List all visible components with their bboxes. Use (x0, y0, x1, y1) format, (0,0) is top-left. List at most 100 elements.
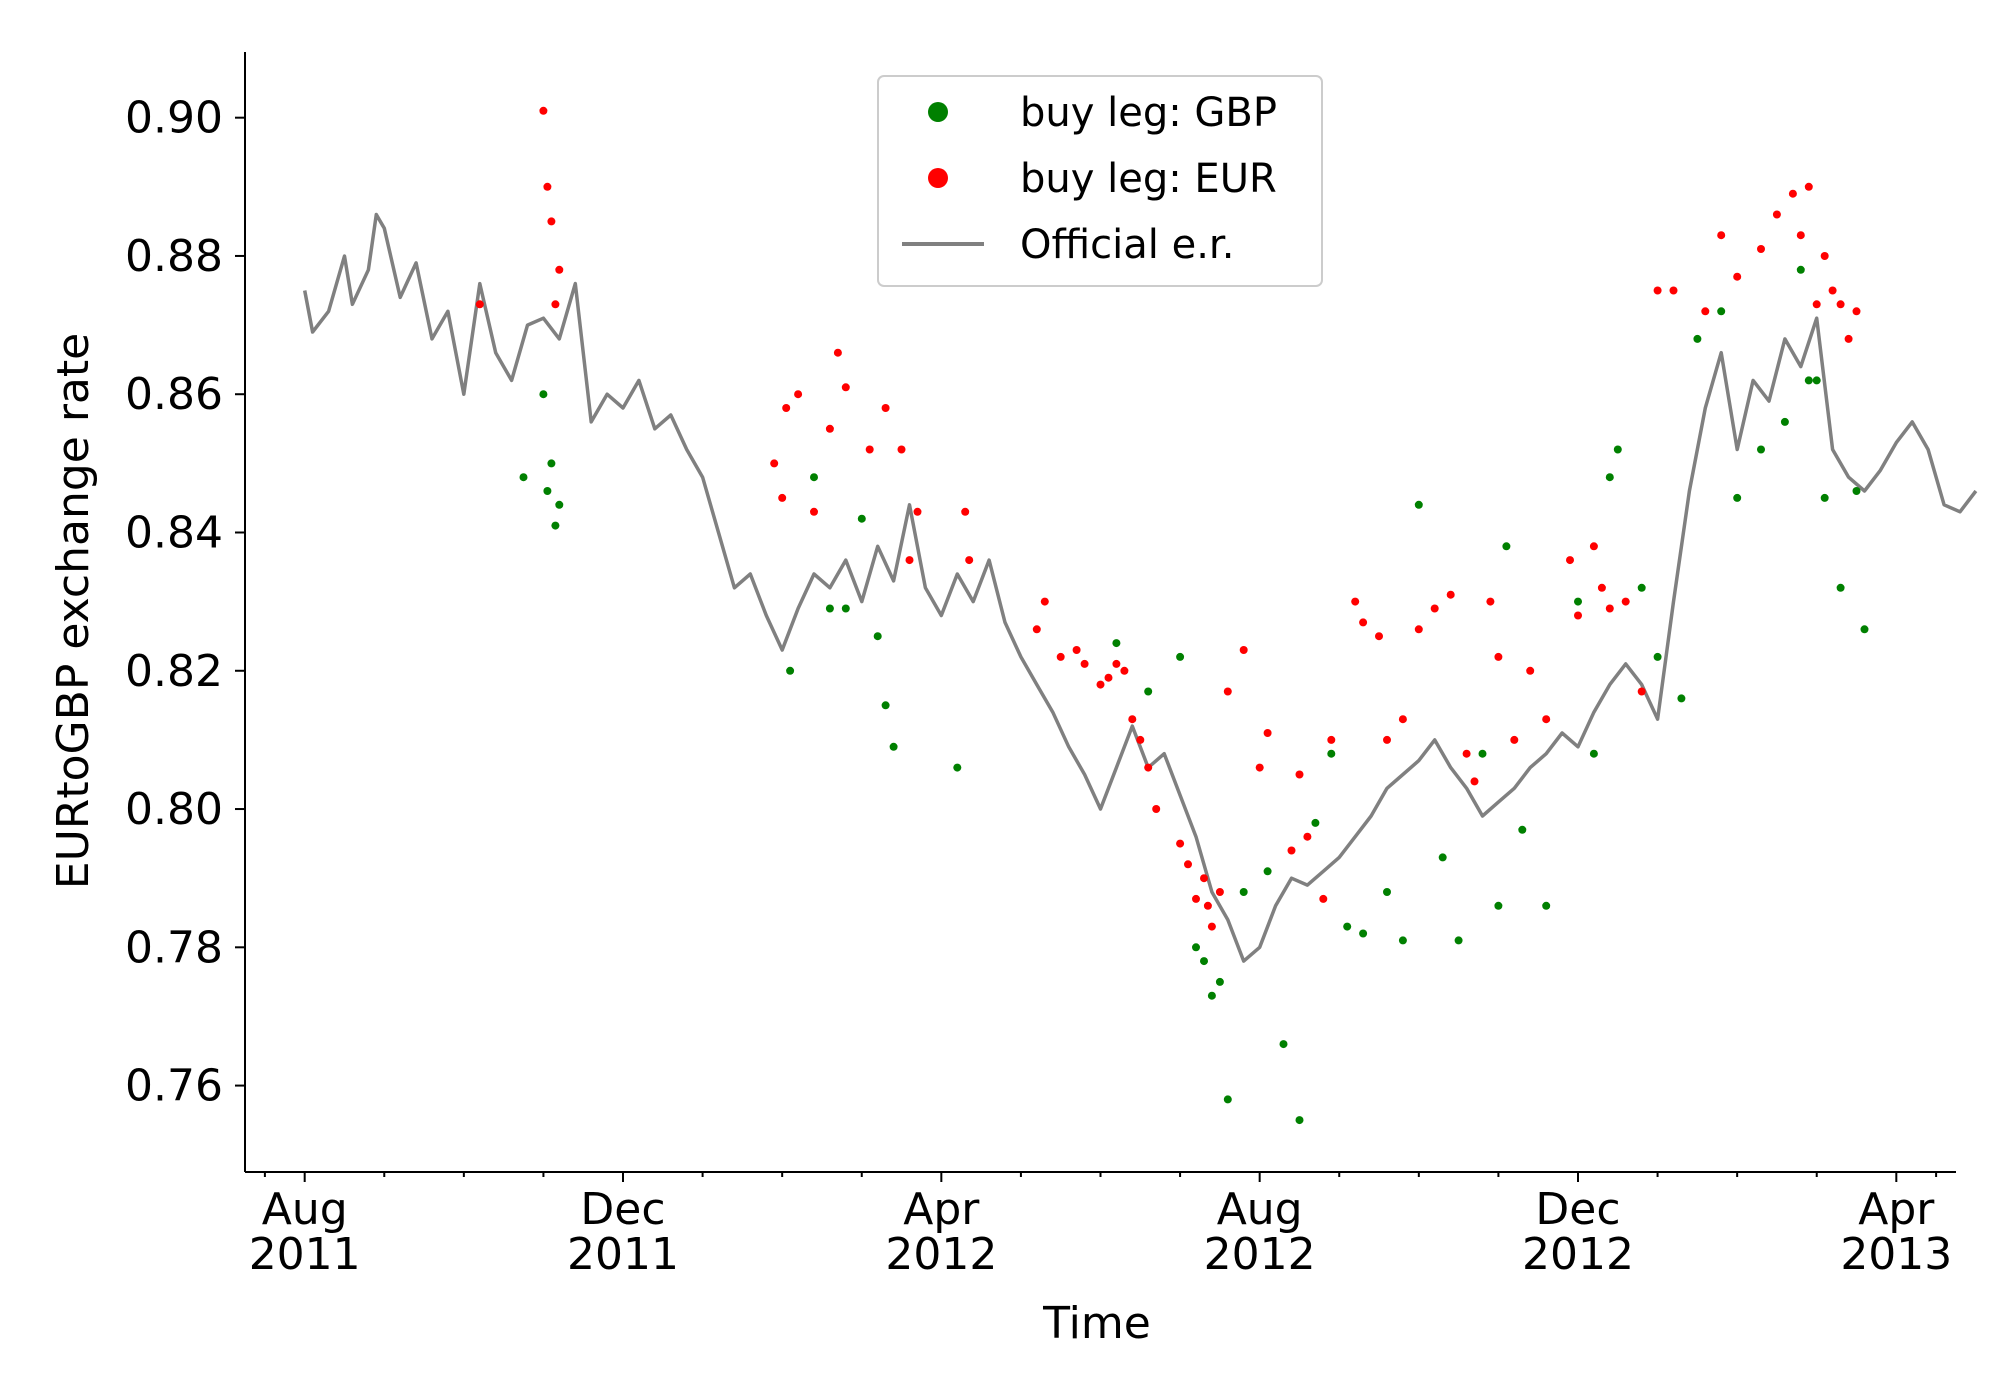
buy-leg-gbp-point (810, 473, 818, 482)
legend-label-eur: buy leg: EUR (1020, 156, 1277, 202)
buy-leg-eur-point (1104, 673, 1113, 682)
legend-marker-gbp (928, 102, 948, 122)
buy-leg-gbp-point (786, 666, 795, 675)
buy-leg-eur-point (881, 404, 890, 412)
buy-leg-eur-point (1239, 646, 1248, 654)
buy-leg-eur-point (1804, 182, 1813, 191)
y-axis-label: EURtoGBP exchange rate (48, 333, 99, 889)
buy-leg-eur-point (1215, 888, 1224, 896)
buy-leg-eur-point (794, 390, 803, 399)
buy-leg-eur-point (1383, 735, 1391, 744)
buy-leg-eur-point (1820, 252, 1829, 260)
buy-leg-gbp-point (1605, 473, 1614, 482)
buy-leg-gbp-point (1757, 445, 1765, 454)
buy-leg-eur-point (1701, 307, 1710, 316)
buy-leg-eur-point (1574, 611, 1582, 620)
buy-leg-eur-point (1772, 210, 1781, 219)
buy-leg-eur-point (1494, 652, 1503, 661)
legend: buy leg: GBP buy leg: EUR Official e.r. (877, 75, 1323, 287)
buy-leg-eur-point (1788, 189, 1797, 198)
buy-leg-eur-point (1462, 749, 1471, 758)
buy-leg-eur-point (555, 265, 564, 274)
buy-leg-eur-point (905, 556, 914, 565)
buy-leg-eur-point (1852, 307, 1861, 316)
buy-leg-gbp-point (841, 604, 850, 613)
buy-leg-gbp-point (1200, 957, 1208, 966)
buy-leg-eur-point (961, 507, 970, 516)
buy-leg-eur-point (1486, 597, 1495, 606)
buy-leg-eur-point (1295, 770, 1304, 779)
y-tick-label: 0.86 (125, 369, 223, 420)
buy-leg-eur-point (1255, 763, 1264, 772)
buy-leg-eur-point (1203, 901, 1212, 910)
buy-leg-eur-point (1144, 763, 1153, 772)
buy-leg-gbp-point (1542, 901, 1551, 910)
buy-leg-gbp-point (1223, 1095, 1232, 1104)
buy-leg-gbp-point (1860, 625, 1869, 634)
buy-leg-gbp-point (1820, 493, 1829, 502)
buy-leg-eur-point (1152, 805, 1161, 813)
buy-leg-eur-point (547, 217, 556, 226)
buy-leg-gbp-point (543, 487, 552, 495)
buy-leg-gbp-point (1414, 500, 1423, 509)
buy-leg-gbp-point (1327, 749, 1336, 758)
buy-leg-eur-point (1192, 894, 1200, 903)
x-tick-label-year: 2012 (1204, 1229, 1316, 1280)
y-tick-label: 0.78 (125, 922, 223, 973)
buy-leg-gbp-point (1239, 888, 1248, 896)
buy-leg-eur-point (1136, 735, 1145, 744)
buy-leg-eur-point (770, 459, 779, 468)
buy-leg-eur-point (1510, 735, 1519, 744)
legend-label-official: Official e.r. (1020, 222, 1234, 268)
buy-leg-gbp-point (953, 763, 962, 772)
buy-leg-gbp-point (1804, 376, 1813, 385)
y-tick-label: 0.76 (125, 1061, 223, 1112)
buy-leg-eur-point (1430, 604, 1439, 613)
buy-leg-gbp-point (1263, 867, 1272, 876)
buy-leg-eur-point (1757, 245, 1765, 253)
official-rate-layer (302, 212, 1978, 963)
buy-leg-eur-point (1605, 604, 1614, 613)
buy-leg-eur-point (1351, 597, 1360, 606)
buy-leg-eur-point (1223, 687, 1232, 696)
buy-leg-gbp-point (1852, 487, 1861, 495)
buy-leg-gbp-point (1812, 376, 1821, 385)
buy-leg-gbp-point (1589, 749, 1598, 758)
buy-leg-gbp-point (547, 459, 556, 468)
buy-leg-gbp-point (825, 604, 834, 613)
buy-leg-gbp-point (857, 514, 866, 523)
buy-leg-eur-point (1597, 583, 1606, 592)
buy-leg-gbp-layer (519, 265, 1869, 1125)
y-tick-label: 0.82 (125, 646, 223, 697)
buy-leg-eur-point (551, 300, 560, 309)
x-tick-label-year: 2012 (1522, 1229, 1634, 1280)
buy-leg-gbp-point (1574, 597, 1582, 606)
buy-leg-gbp-point (1796, 265, 1805, 274)
buy-leg-eur-point (1359, 618, 1368, 627)
buy-leg-eur-point (1263, 729, 1272, 737)
buy-leg-gbp-point (1398, 936, 1407, 945)
buy-leg-eur-point (778, 493, 787, 502)
buy-leg-eur-point (1120, 666, 1129, 675)
x-tick-label-year: 2011 (567, 1229, 679, 1280)
buy-leg-eur-point (1319, 894, 1328, 903)
buy-leg-eur-point (475, 300, 484, 309)
y-axis-ticks: 0.76 0.78 0.80 0.82 0.84 0.86 0.88 0.90 (125, 93, 245, 1112)
buy-leg-gbp-point (1518, 825, 1527, 834)
buy-leg-gbp-point (555, 500, 564, 509)
legend-marker-eur (928, 168, 948, 188)
buy-leg-gbp-point (1717, 307, 1726, 316)
buy-leg-eur-point (1072, 646, 1081, 654)
buy-leg-gbp-point (1677, 694, 1686, 703)
x-tick-label-month: Apr (1858, 1184, 1935, 1235)
buy-leg-eur-point (1398, 715, 1407, 724)
buy-leg-gbp-point (1494, 901, 1503, 910)
x-axis-ticks: Aug2011Dec2011Apr2012Aug2012Dec2012Apr20… (249, 1172, 1952, 1280)
buy-leg-gbp-point (1215, 977, 1224, 986)
buy-leg-eur-point (1327, 735, 1336, 744)
x-tick-label-month: Aug (1217, 1184, 1303, 1235)
buy-leg-eur-point (1200, 874, 1208, 883)
buy-leg-eur-point (965, 556, 974, 565)
buy-leg-eur-point (1128, 715, 1137, 724)
